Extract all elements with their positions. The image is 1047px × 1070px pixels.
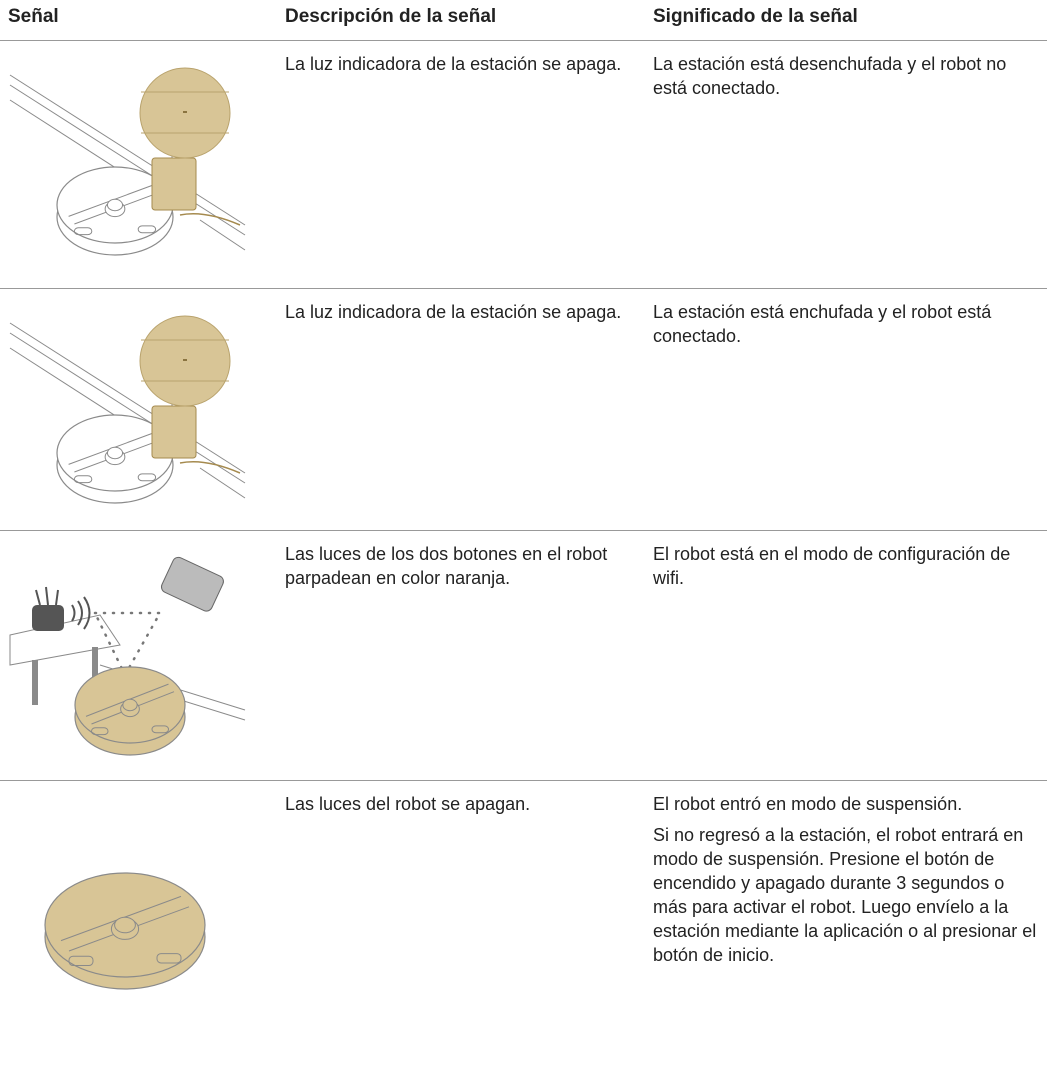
- header-cell: Descripción de la señal: [285, 6, 497, 27]
- header-rule: [0, 40, 1047, 41]
- description-text: La luz indicadora de la estación se apag…: [285, 54, 622, 74]
- illustration: [9, 556, 246, 756]
- description-cell: Las luces de los dos botones en el robot…: [285, 542, 635, 597]
- row-rule: [0, 530, 1047, 531]
- meaning-cell: La estación está enchufada y el robot es…: [653, 300, 1043, 355]
- meaning-cell: El robot está en el modo de configuració…: [653, 542, 1043, 597]
- row-rule: [0, 780, 1047, 781]
- description-text: Las luces de los dos botones en el robot…: [285, 544, 608, 588]
- description-cell: La luz indicadora de la estación se apag…: [285, 52, 635, 83]
- meaning-cell: La estación está desenchufada y el robot…: [653, 52, 1043, 107]
- illustration: [9, 67, 246, 256]
- meaning-text: Si no regresó a la estación, el robot en…: [653, 825, 1037, 965]
- description-text: La luz indicadora de la estación se apag…: [285, 302, 622, 322]
- description-cell: La luz indicadora de la estación se apag…: [285, 300, 635, 331]
- header-cell: Significado de la señal: [653, 6, 858, 27]
- meaning-cell: El robot entró en modo de suspensión. Si …: [653, 792, 1043, 974]
- meaning-text: El robot está en el modo de configuració…: [653, 544, 1011, 588]
- header-cell: Señal: [8, 6, 59, 27]
- description-text: Las luces del robot se apagan.: [285, 794, 531, 814]
- row-rule: [0, 288, 1047, 289]
- page: Señal Descripción de la señal Significad…: [0, 6, 1047, 990]
- meaning-text: La estación está enchufada y el robot es…: [653, 302, 992, 346]
- illustration: [44, 872, 206, 990]
- meaning-text: El robot entró en modo de suspensión.: [653, 794, 963, 814]
- illustration: [9, 315, 246, 504]
- description-cell: Las luces del robot se apagan.: [285, 792, 635, 823]
- meaning-text: La estación está desenchufada y el robot…: [653, 54, 1007, 98]
